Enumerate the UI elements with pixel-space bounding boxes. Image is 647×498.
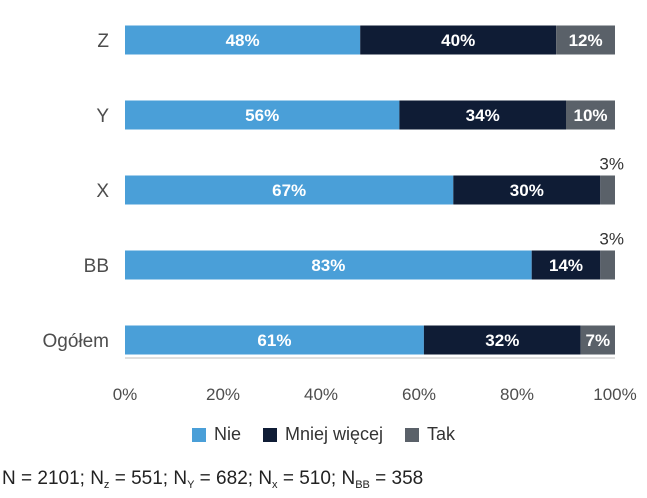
bar-segment-nie: [125, 325, 424, 355]
x-tick-label: 60%: [402, 385, 436, 404]
bar-segment-nie: [125, 175, 454, 205]
bar-segment-mniej-więcej: [453, 175, 601, 205]
footnote-sub: x: [272, 479, 278, 491]
x-tick-label: 40%: [304, 385, 338, 404]
category-label: Z: [97, 31, 109, 52]
legend-item-mniej-wiecej: Mniej więcej: [262, 424, 384, 445]
bar-segment-mniej-więcej: [423, 325, 581, 355]
data-label: 3%: [599, 155, 624, 174]
data-label: 14%: [549, 256, 583, 275]
data-label: 7%: [586, 331, 611, 350]
data-label: 40%: [441, 31, 475, 50]
legend-label-tak: Tak: [427, 424, 456, 444]
bar-segment-tak: [566, 100, 615, 130]
footnote-sub: Y: [187, 479, 195, 491]
data-label: 30%: [510, 181, 544, 200]
data-label: 3%: [599, 230, 624, 249]
stacked-bar-chart: Z 48% 40% 12% Y 56% 34% 10% X 67% 30% 3% BB 83% 14% 3% O…: [42, 25, 637, 404]
bar-segment-tak: [556, 25, 615, 55]
footnote-part: = 551; N: [109, 468, 188, 489]
category-label: Ogółem: [42, 331, 109, 352]
legend-label-nie: Nie: [213, 424, 241, 444]
legend-item-tak: Tak: [405, 424, 455, 445]
x-tick-label: 20%: [206, 385, 240, 404]
legend-item-nie: Nie: [191, 424, 241, 445]
footnote-part: N = 2101; N: [2, 468, 104, 489]
bar-segment-mniej-więcej: [531, 250, 601, 280]
data-label: 34%: [466, 106, 500, 125]
bar-segment-tak: [580, 325, 615, 355]
data-label: 67%: [272, 181, 306, 200]
data-label: 56%: [245, 106, 279, 125]
data-label: 48%: [226, 31, 260, 50]
bar-segment-nie: [125, 100, 400, 130]
legend-swatch-mniej-wiecej: [262, 427, 277, 442]
bar-segment-tak: [600, 250, 615, 280]
bar-segment-mniej-więcej: [399, 100, 566, 130]
bar-segment-mniej-więcej: [360, 25, 557, 55]
x-tick-label: 0%: [113, 385, 138, 404]
legend-swatch-nie: [191, 427, 206, 442]
category-label: X: [96, 181, 109, 202]
footnote-sub: z: [103, 479, 110, 491]
footnote-part: = 510; N: [277, 468, 356, 489]
data-label: 61%: [257, 331, 291, 350]
data-label: 83%: [311, 256, 345, 275]
footnote-part: = 682; N: [194, 468, 273, 489]
data-label: 12%: [569, 31, 603, 50]
data-label: 10%: [573, 106, 607, 125]
bar-segment-nie: [125, 25, 361, 55]
x-tick-label: 80%: [500, 385, 534, 404]
category-label: Y: [96, 106, 109, 127]
legend: Nie Mniej więcej Tak: [0, 424, 647, 445]
category-label: BB: [84, 256, 109, 277]
bar-segment-tak: [600, 175, 615, 205]
bar-segment-nie: [125, 250, 532, 280]
data-label: 32%: [485, 331, 519, 350]
sample-size-footnote: N = 2101; Nz = 551; NY = 682; Nx = 510; …: [2, 468, 423, 491]
footnote-part: = 358: [369, 468, 424, 489]
legend-swatch-tak: [405, 427, 420, 442]
footnote-sub: BB: [355, 479, 370, 491]
x-tick-label: 100%: [593, 385, 636, 404]
legend-label-mniej-wiecej: Mniej więcej: [284, 424, 384, 444]
